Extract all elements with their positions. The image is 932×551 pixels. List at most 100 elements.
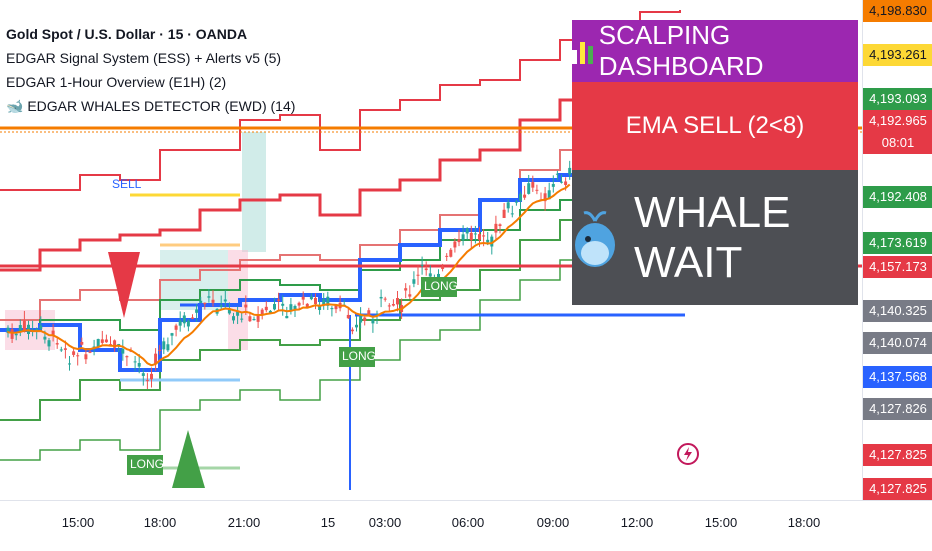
candle-body (478, 234, 481, 240)
candle-body (441, 266, 445, 269)
candle-body (248, 316, 252, 322)
candle-body (519, 193, 522, 201)
candle-body (494, 223, 498, 233)
candle-body (76, 355, 80, 357)
ema-signal: EMA SELL (2<8) (572, 82, 858, 170)
candle-body (14, 333, 18, 336)
whale-status: WHALE WAIT (572, 170, 858, 305)
candle-body (252, 318, 256, 321)
candle-body (555, 173, 559, 175)
candle-body (568, 167, 572, 175)
candle-body (551, 183, 555, 187)
time-label: 03:00 (368, 515, 402, 530)
candle-body (560, 181, 563, 183)
candle-body (109, 344, 112, 346)
time-axis[interactable]: 15:00 18:00 21:00 15 03:00 06:00 09:00 12:00 15:… (0, 500, 932, 551)
candle-body (6, 327, 10, 334)
price-tag: 4,157.173 (863, 256, 932, 278)
candle-body (473, 233, 477, 235)
candle-body (387, 305, 391, 307)
long-label: LONG (130, 457, 164, 471)
time-label: 06:00 (451, 515, 485, 530)
chart-legend: Gold Spot / U.S. Dollar · 15 · OANDA EDG… (6, 22, 295, 118)
candle-body (199, 300, 203, 303)
candle-body (285, 316, 289, 319)
price-tag: 4,127.825 (863, 444, 932, 466)
candle-body (68, 363, 71, 365)
dashboard-header: SCALPING DASHBOARD (572, 20, 858, 82)
candle-body (531, 182, 535, 188)
candle-body (305, 303, 309, 308)
candle-body (404, 288, 408, 291)
candle-body (158, 349, 162, 351)
symbol-title[interactable]: Gold Spot / U.S. Dollar · 15 · OANDA (6, 26, 248, 42)
candle-body (47, 340, 51, 347)
time-label: 18:00 (787, 515, 821, 530)
candle-body (523, 194, 527, 198)
candle-body (543, 193, 547, 202)
candle-body (162, 341, 166, 350)
candle-body (84, 354, 88, 360)
price-tag: 4,192.408 (863, 186, 932, 208)
buy-triangle (172, 430, 205, 488)
price-tag: 4,173.619 (863, 232, 932, 254)
ema-line (7, 183, 571, 367)
candle-body (391, 303, 395, 306)
candle-body (10, 329, 14, 339)
candle-body (367, 310, 371, 316)
candle-body (428, 273, 432, 277)
candle-body (371, 318, 375, 324)
candle-body (482, 235, 486, 237)
candle-body (55, 343, 59, 345)
candle-body (273, 303, 276, 310)
indicator-e1h[interactable]: EDGAR 1-Hour Overview (E1H) (2) (6, 74, 227, 90)
candle-body (465, 228, 469, 234)
candle-body (289, 304, 293, 311)
scalping-dashboard: SCALPING DASHBOARD EMA SELL (2<8) WHALE … (572, 20, 858, 305)
candle-body (363, 317, 367, 321)
candle-body (318, 306, 322, 311)
candle-body (141, 373, 145, 376)
candle-body (223, 299, 227, 302)
candle-body (256, 314, 260, 322)
candle-body (195, 309, 199, 313)
candle-body (412, 279, 416, 284)
dashboard-title: SCALPING DASHBOARD (598, 20, 764, 81)
candle-body (490, 236, 494, 247)
price-tag: 08:01 (863, 132, 932, 154)
price-tag: 4,193.093 (863, 88, 932, 110)
candle-body (51, 330, 55, 335)
candle-body (469, 232, 473, 241)
price-scale[interactable]: 4,198.830 4,193.261 4,193.093 4,192.965 08:0… (862, 0, 932, 500)
long-label-bg (127, 455, 163, 475)
candle-body (281, 303, 285, 306)
candle-body (449, 249, 453, 257)
ema-signal-text: EMA SELL (2<8) (625, 112, 805, 139)
price-tag: 4,140.074 (863, 332, 932, 354)
indicator-ess[interactable]: EDGAR Signal System (ESS) + Alerts v5 (5… (6, 50, 282, 66)
candle-body (182, 315, 186, 324)
candle-body (133, 361, 137, 363)
candle-body (293, 305, 297, 311)
candle-body (527, 183, 531, 194)
candle-body (334, 305, 338, 310)
time-label: 15 (320, 515, 336, 530)
candle-body (191, 317, 194, 319)
indicator-ewd[interactable]: 🐋 EDGAR WHALES DETECTOR (EWD) (14) (6, 98, 296, 114)
candle-body (203, 302, 207, 305)
candle-body (63, 348, 67, 350)
candle-body (137, 363, 141, 367)
candle-body (502, 209, 506, 218)
flash-icon[interactable] (676, 442, 700, 466)
candle-body (22, 320, 26, 332)
candle-body (236, 310, 240, 316)
candle-body (88, 351, 92, 353)
candle-body (72, 351, 76, 355)
candle-body (145, 380, 149, 382)
candle-body (18, 325, 22, 332)
price-tag: 4,127.825 (863, 478, 932, 500)
candle-body (359, 315, 363, 323)
candle-body (486, 239, 490, 243)
candle-body (100, 339, 104, 343)
candle-body (59, 349, 63, 351)
